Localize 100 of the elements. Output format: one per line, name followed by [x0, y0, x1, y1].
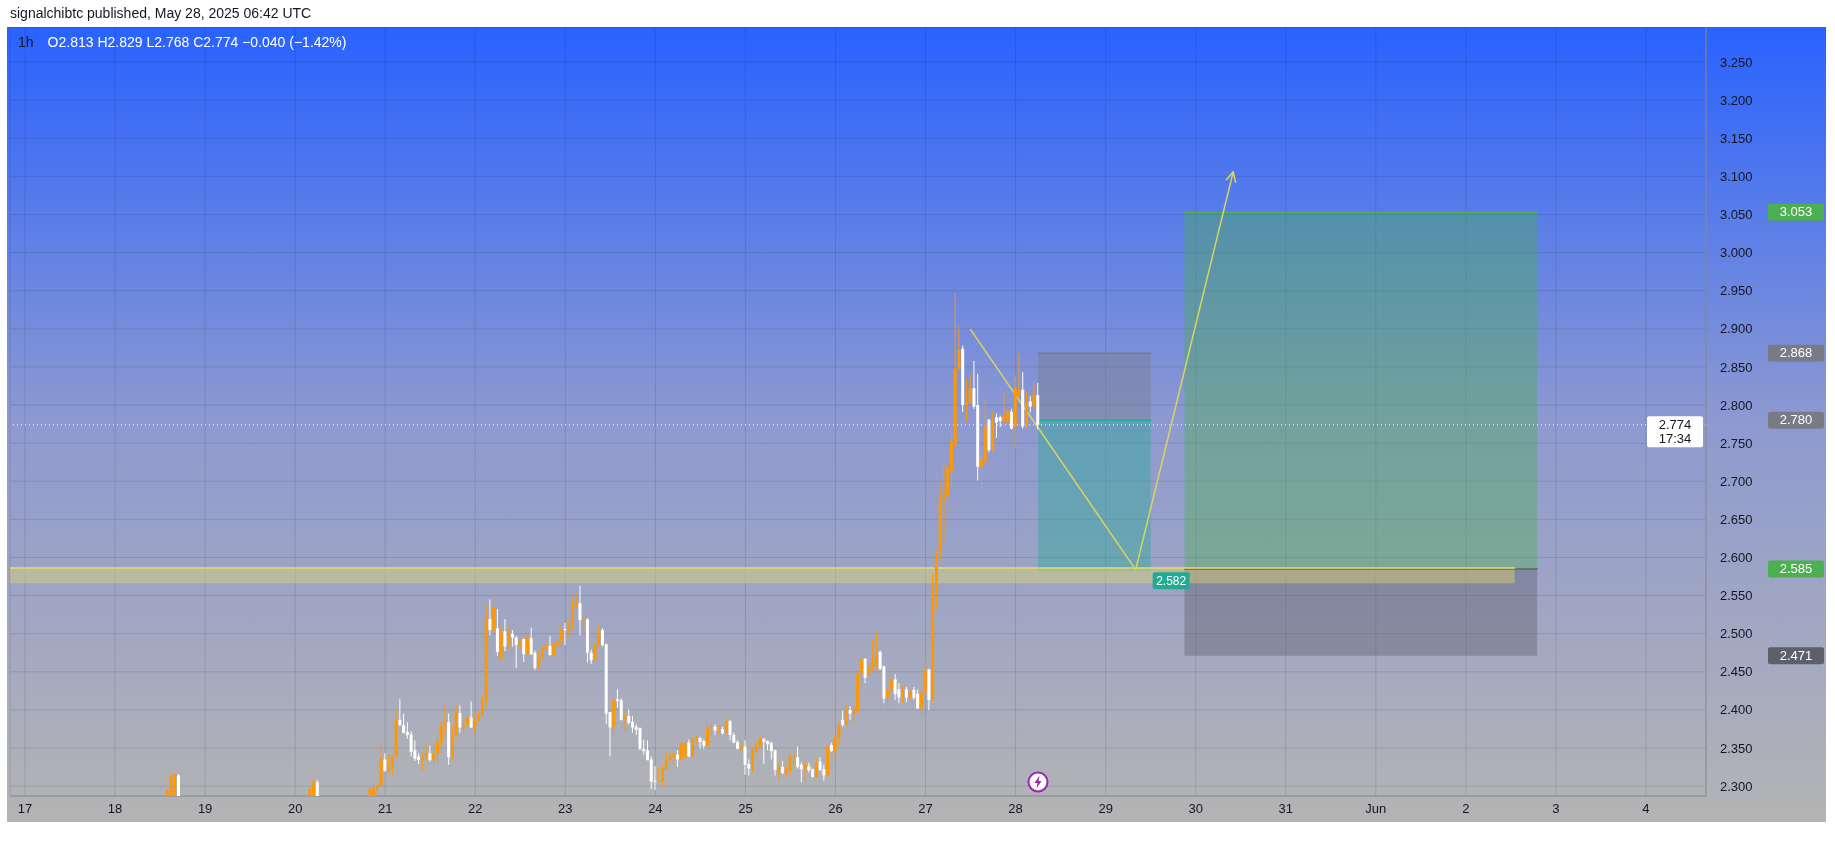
candlestick — [796, 745, 800, 770]
candlestick — [893, 673, 897, 701]
y-tick-label: 2.300 — [1720, 778, 1753, 794]
candlestick — [495, 608, 499, 657]
y-tick-label: 3.100 — [1720, 168, 1753, 184]
candlestick — [848, 705, 852, 721]
candlestick — [916, 688, 920, 710]
y-tick-label: 2.500 — [1720, 626, 1753, 642]
x-tick-label: 24 — [648, 801, 663, 817]
candlestick — [548, 635, 552, 657]
annotation: 2.582 — [1156, 573, 1187, 588]
y-tick-label: 2.750 — [1720, 435, 1753, 451]
candlestick — [923, 660, 927, 695]
x-tick-label: 31 — [1278, 801, 1293, 817]
candlestick — [570, 596, 574, 631]
candlestick — [480, 695, 484, 717]
candlestick — [473, 713, 477, 734]
x-tick-label: Jun — [1365, 801, 1387, 817]
y-tick-label: 2.900 — [1720, 321, 1753, 337]
y-tick-label: 3.050 — [1720, 207, 1753, 223]
candlestick — [559, 622, 563, 648]
x-tick-label: 27 — [918, 801, 933, 817]
candlestick — [751, 748, 755, 773]
candlestick — [743, 739, 747, 776]
y2-tick-label: 2.585 — [1779, 560, 1813, 576]
candlestick — [968, 373, 972, 405]
text: 1h — [18, 34, 34, 50]
x-tick-label: 17 — [17, 801, 33, 817]
candlestick — [657, 767, 661, 783]
x-tick-label: 30 — [1188, 801, 1203, 817]
candlestick — [514, 635, 518, 669]
candlestick — [889, 673, 893, 699]
candlestick — [563, 622, 567, 646]
y-tick-label: 3.200 — [1720, 92, 1753, 108]
candlestick — [522, 637, 526, 663]
y-tick-label: 2.400 — [1720, 702, 1753, 718]
y-tick-label: 3.000 — [1720, 245, 1753, 261]
candlestick — [1032, 382, 1036, 410]
candlestick — [859, 657, 863, 691]
y-tick-label: 2.850 — [1720, 359, 1753, 375]
x-tick-label: 2 — [1462, 801, 1470, 817]
y2-tick-label: 3.053 — [1779, 204, 1813, 220]
y-tick-label: 3.150 — [1720, 130, 1753, 146]
y2-tick-label: 2.780 — [1779, 412, 1813, 428]
candlestick — [1024, 391, 1028, 428]
candlestick — [518, 636, 522, 651]
candlestick — [919, 688, 923, 717]
x-tick-label: 26 — [828, 801, 843, 817]
candlestick — [788, 752, 792, 774]
y-tick-label: 2.550 — [1720, 588, 1753, 604]
y-tick-label: 2.450 — [1720, 664, 1753, 680]
candlestick — [525, 629, 529, 656]
y-tick-label: 3.250 — [1720, 54, 1753, 70]
candlestick — [728, 719, 732, 741]
y2-tick-label: 2.868 — [1779, 345, 1813, 361]
chart-subtitle: signalchibtc published, May 28, 2025 06:42 UTC — [10, 5, 312, 21]
x-tick-label: 20 — [287, 801, 303, 817]
x-tick-label: 21 — [377, 801, 393, 817]
candlestick — [469, 700, 473, 729]
y2-tick-label: 2.471 — [1779, 647, 1813, 663]
x-tick-label: 29 — [1098, 801, 1113, 817]
y-tick-label: 2.600 — [1720, 550, 1753, 566]
candlestick — [503, 618, 507, 652]
x-tick-label: 28 — [1008, 801, 1023, 817]
candlestick — [803, 761, 807, 782]
candlestick — [1002, 392, 1006, 424]
candlestick — [638, 726, 642, 751]
candlestick — [428, 745, 432, 763]
y-tick-label: 2.700 — [1720, 473, 1753, 489]
x-tick-label: 18 — [107, 801, 123, 817]
candlestick — [492, 595, 496, 633]
ref-line-label: 2.774 — [1658, 416, 1692, 432]
candlestick — [432, 742, 436, 767]
candlestick — [623, 710, 627, 732]
annotation: 17:34 — [1658, 430, 1692, 446]
candlestick — [409, 730, 413, 757]
x-tick-label: 25 — [738, 801, 753, 817]
candlestick — [863, 657, 867, 684]
y-tick-label: 2.800 — [1720, 397, 1753, 413]
x-tick-label: 22 — [468, 801, 483, 817]
candlestick — [424, 743, 428, 761]
candlestick — [886, 684, 890, 709]
candlestick — [619, 697, 623, 722]
candlestick — [661, 765, 665, 786]
x-tick-label: 19 — [197, 801, 213, 817]
x-tick-label: 23 — [558, 801, 573, 817]
y-tick-label: 2.950 — [1720, 283, 1753, 299]
candlestick — [488, 598, 492, 636]
y-tick-label: 2.650 — [1720, 511, 1753, 527]
candlestick — [874, 631, 878, 671]
candlestick — [762, 737, 766, 765]
candlestick — [458, 704, 462, 734]
annotation: O2.813 H2.829 L2.768 C2.774 −0.040 (−1.42%) — [47, 34, 347, 50]
candlestick — [964, 378, 968, 422]
candlestick — [383, 752, 387, 773]
x-tick-label: 3 — [1552, 801, 1560, 817]
candlestick — [698, 736, 702, 750]
candlestick — [578, 585, 582, 636]
x-tick-label: 4 — [1642, 801, 1650, 817]
y-tick-label: 2.350 — [1720, 740, 1753, 756]
